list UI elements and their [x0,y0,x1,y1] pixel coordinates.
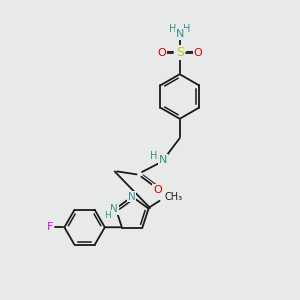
Text: N: N [159,154,168,164]
Text: O: O [157,48,166,58]
Text: O: O [194,48,203,58]
Text: S: S [176,46,184,59]
Text: F: F [47,222,53,232]
Text: CH₃: CH₃ [165,192,183,202]
Text: O: O [153,185,162,195]
Text: N: N [110,204,118,214]
Text: H: H [150,151,158,161]
Text: H: H [104,211,111,220]
Text: N: N [128,192,135,202]
Text: N: N [176,29,184,39]
Text: H: H [183,24,190,34]
Text: H: H [169,24,177,34]
